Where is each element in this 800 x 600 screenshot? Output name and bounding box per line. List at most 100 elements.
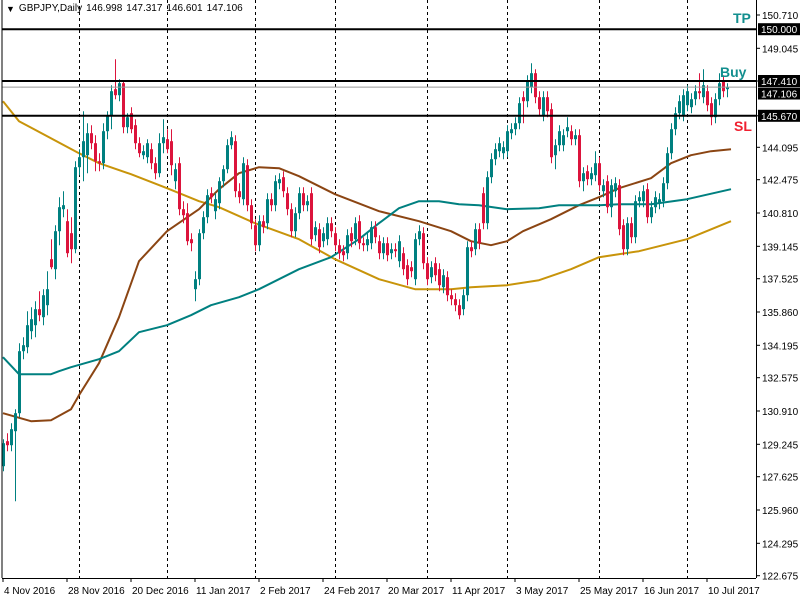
candle-body <box>654 197 657 208</box>
bearish-candle <box>182 201 185 224</box>
candle-body <box>222 169 225 182</box>
candle-body <box>138 143 141 154</box>
bullish-candle <box>430 261 433 284</box>
bullish-candle <box>566 117 569 138</box>
candle-body <box>70 233 73 250</box>
candle-body <box>118 83 121 96</box>
bullish-candle <box>634 195 637 244</box>
candle-body <box>502 147 505 154</box>
bullish-candle <box>82 111 85 182</box>
candle-body <box>66 221 69 254</box>
bullish-candle <box>306 195 309 212</box>
candle-body <box>54 231 57 270</box>
candle-body <box>34 309 37 326</box>
candle-body <box>602 185 605 192</box>
time-axis: 4 Nov 2016 28 Nov 2016 20 Dec 2016 11 Jan 2… <box>2 578 760 597</box>
bearish-candle <box>138 137 141 158</box>
candle-body <box>562 135 565 146</box>
bearish-candle <box>6 433 9 452</box>
bullish-candle <box>298 187 301 220</box>
bearish-candle <box>334 227 337 252</box>
candle-body <box>610 185 613 208</box>
candle-body <box>338 245 341 254</box>
bullish-candle <box>494 143 497 166</box>
candle-body <box>202 217 205 234</box>
bearish-candle <box>290 203 293 238</box>
bullish-candle <box>322 227 325 248</box>
time-tick-label: 11 Apr 2017 <box>452 586 506 597</box>
candle-body <box>422 233 425 264</box>
ma-fast-line <box>2 148 732 423</box>
candle-body <box>570 131 573 140</box>
candle-body <box>558 131 561 146</box>
bearish-candle <box>338 239 341 260</box>
bullish-candle <box>242 157 245 206</box>
bearish-candle <box>286 187 289 216</box>
candle-body <box>178 163 181 210</box>
candle-body <box>38 309 41 316</box>
candle-body <box>470 247 473 252</box>
candle-body <box>546 97 549 112</box>
bearish-candle <box>358 215 361 250</box>
bullish-candle <box>218 177 221 210</box>
candle-body <box>358 221 361 244</box>
candle-body <box>318 229 321 248</box>
candle-body <box>226 145 229 170</box>
candle-body <box>698 91 701 94</box>
bullish-candle <box>354 217 357 246</box>
candle-body <box>374 227 377 238</box>
candle-body <box>230 137 233 146</box>
bearish-candle <box>318 223 321 254</box>
ma-mid-line <box>2 188 732 376</box>
candle-body <box>510 129 513 134</box>
price-tick-label: 140.810 <box>762 209 799 220</box>
bullish-candle <box>390 243 393 260</box>
price-tick-label: 142.475 <box>762 176 799 187</box>
collapse-triangle-icon[interactable]: ▼ <box>6 3 15 14</box>
bearish-candle <box>94 135 97 172</box>
candle-body <box>442 275 445 288</box>
time-tick-label: 16 Jun 2017 <box>644 586 699 597</box>
candle-body <box>426 263 429 280</box>
candle-body <box>466 247 469 296</box>
sl-label: SL <box>734 118 752 134</box>
bearish-candle <box>598 157 601 192</box>
symbol-timeframe: GBPJPY,Daily <box>18 3 83 14</box>
price-tick-label: 122.675 <box>762 572 799 583</box>
ohlc-high: 147.317 <box>126 3 163 14</box>
bullish-candle <box>202 211 205 240</box>
bearish-candle <box>534 69 537 104</box>
bullish-candle <box>14 409 17 502</box>
candle-body <box>130 113 133 130</box>
tp-axis-label-box <box>758 23 800 36</box>
candle-body <box>290 209 293 232</box>
candle-body <box>406 265 409 280</box>
candle-body <box>238 191 241 198</box>
bearish-candle <box>310 187 313 246</box>
ohlc-open: 146.998 <box>86 3 123 14</box>
candle-body <box>682 95 685 116</box>
candle-body <box>474 229 477 250</box>
candle-body <box>306 201 309 206</box>
candle-body <box>102 131 105 164</box>
candle-body <box>622 225 625 250</box>
price-tick-label: 124.295 <box>762 539 799 550</box>
candle-body <box>666 153 669 184</box>
bullish-candle <box>642 185 645 208</box>
candle-body <box>270 199 273 206</box>
candle-body <box>554 145 557 156</box>
ma-slow-line <box>2 100 732 291</box>
bullish-candle <box>278 173 281 190</box>
ohlc-low: 146.601 <box>166 3 203 14</box>
candle-body <box>370 227 373 244</box>
candle-body <box>254 225 257 246</box>
ohlc-close: 147.106 <box>206 3 243 14</box>
candle-body <box>330 223 333 232</box>
bearish-candle <box>482 187 485 230</box>
time-tick-label: 25 May 2017 <box>580 586 638 597</box>
candle-body <box>722 81 725 92</box>
price-tick-label: 137.525 <box>762 275 799 286</box>
bullish-candle <box>666 147 669 190</box>
candle-body <box>242 163 245 200</box>
